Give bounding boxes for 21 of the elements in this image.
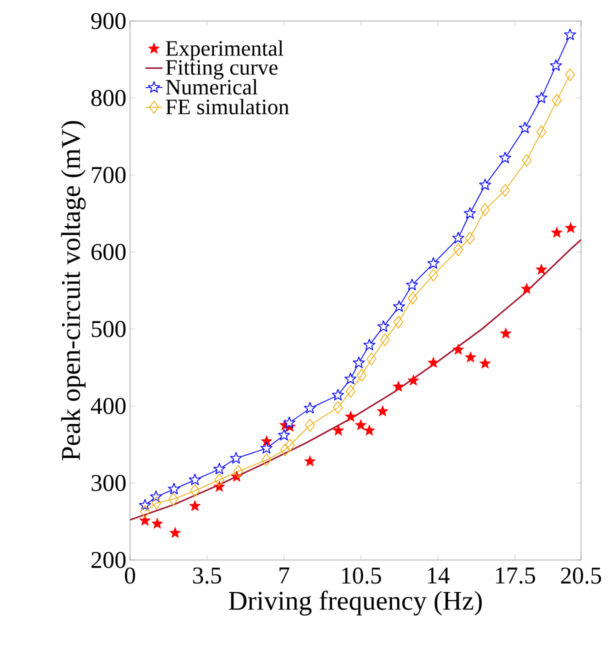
x-tick-label: 3.5: [193, 568, 222, 584]
x-tick-label: 0: [124, 568, 136, 584]
y-tick-label: 400: [90, 398, 126, 414]
y-tick-label: 700: [92, 166, 126, 184]
legend-label: Fitting curve: [166, 60, 278, 80]
x-tick-label: 20.5: [561, 568, 602, 584]
y-tick-label: 200: [92, 552, 126, 568]
x-tick-label: 14: [428, 568, 450, 584]
y-tick-label: 900: [91, 12, 126, 30]
x-tick-label: 10.5: [342, 568, 382, 584]
x-tick-label: 7: [280, 568, 290, 584]
x-tick-label: 17.5: [496, 568, 536, 584]
legend-label: Numerical: [166, 79, 258, 95]
y-tick-label: 300: [92, 474, 126, 492]
y-tick-label: 500: [92, 320, 126, 338]
y-tick-label: 800: [91, 90, 126, 106]
y-axis-title: Peak open-circuit voltage (mV): [61, 121, 86, 460]
legend-label: Experimental: [166, 40, 284, 60]
y-tick-label: 600: [92, 244, 126, 260]
x-axis-title: Driving frequency (Hz): [228, 590, 482, 616]
legend-label: FE simulation: [166, 98, 289, 114]
